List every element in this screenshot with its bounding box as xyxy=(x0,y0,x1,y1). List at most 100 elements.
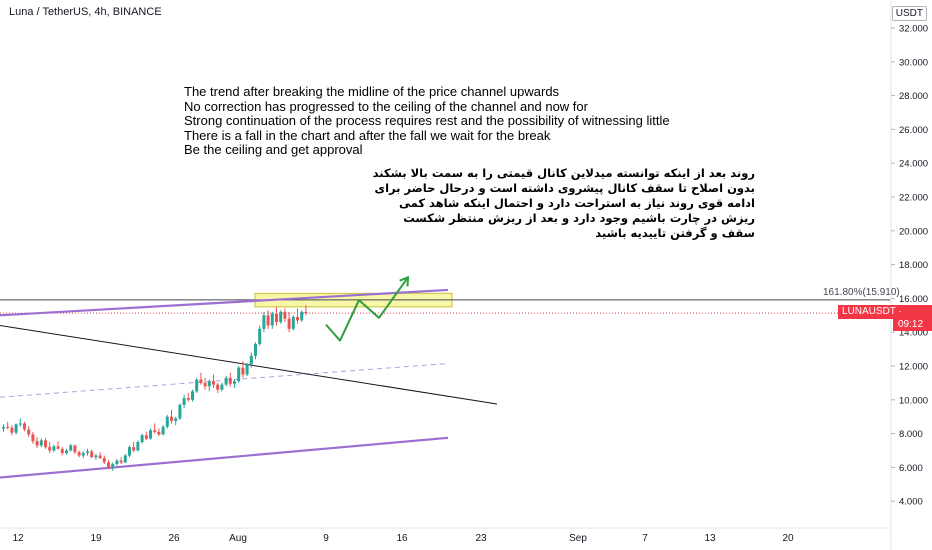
candle-body xyxy=(296,316,299,321)
candle-body xyxy=(224,377,228,385)
candle-body xyxy=(119,460,123,463)
candle-body xyxy=(107,462,110,468)
candle-body xyxy=(23,423,26,430)
x-tick-label: 26 xyxy=(168,533,180,544)
candle-body xyxy=(128,447,131,456)
candle-body xyxy=(56,446,60,449)
x-tick-label: 16 xyxy=(396,533,408,544)
persian-line: ریزش در چارت باشیم وجود دارد و بعد از ری… xyxy=(403,211,755,225)
price-axis: 32.000 30.000 28.000 26.000 24.000 22.000 20.0… xyxy=(890,0,928,550)
english-line: The trend after breaking the midline of … xyxy=(184,84,560,99)
persian-line: بدون اصلاح تا سقف کانال پیشروی داشته است… xyxy=(374,181,755,195)
candle-body xyxy=(182,398,186,405)
candle-body xyxy=(237,367,241,382)
candle-body xyxy=(304,311,308,314)
english-line: There is a fall in the chart and after t… xyxy=(184,127,551,143)
x-tick-label: Sep xyxy=(569,533,587,544)
candle-body xyxy=(161,426,165,435)
candle-body xyxy=(287,318,291,329)
candle-body xyxy=(52,446,56,451)
candle-body xyxy=(207,381,211,387)
candle-body xyxy=(279,311,283,323)
candle-body xyxy=(123,455,127,463)
candle-body xyxy=(140,435,144,443)
candle-body xyxy=(191,391,194,400)
candle-body xyxy=(220,384,224,390)
y-tick-label: 30.000 xyxy=(899,57,928,68)
english-annotation: The trend after breaking the midline of … xyxy=(184,84,670,158)
y-tick-label: 24.000 xyxy=(899,159,928,170)
x-tick-label: 23 xyxy=(475,533,487,544)
channel-midline xyxy=(0,362,449,398)
y-tick-label: 26.000 xyxy=(899,125,928,136)
candle-body xyxy=(258,328,262,345)
persian-line: ادامه قوی روند نیاز به استراحت دارد و اح… xyxy=(398,196,755,210)
x-tick-label: 12 xyxy=(12,533,24,544)
y-tick-label: 8.000 xyxy=(899,429,923,440)
candle-body xyxy=(291,316,295,329)
drawings xyxy=(0,275,890,479)
y-tick-label: 22.000 xyxy=(899,193,928,204)
candle-body xyxy=(300,311,304,321)
candle-body xyxy=(245,364,249,375)
candles xyxy=(2,305,308,471)
candle-body xyxy=(266,315,270,326)
candle-body xyxy=(144,435,148,439)
candle-body xyxy=(165,416,169,427)
y-tick-label: 18.000 xyxy=(899,260,928,271)
candle-body xyxy=(136,442,140,451)
channel-lower-line xyxy=(0,436,449,479)
persian-annotation: روند بعد از اینکه توانسته میدلاین کانال … xyxy=(372,166,755,241)
candle-body xyxy=(199,379,203,383)
candle-body xyxy=(10,427,14,433)
y-tick-label: 4.000 xyxy=(899,497,923,508)
candle-body xyxy=(44,440,47,448)
candle-body xyxy=(254,344,257,356)
candle-body xyxy=(212,381,215,385)
y-tick-label: 32.000 xyxy=(899,24,928,35)
candle-body xyxy=(178,404,182,419)
candle-body xyxy=(69,445,73,451)
english-line: Be the ceiling and get approval xyxy=(184,142,363,157)
x-tick-label: 9 xyxy=(323,533,329,544)
candle-body xyxy=(27,429,31,435)
x-tick-label: 13 xyxy=(704,533,716,544)
y-tick-label: 16.000 xyxy=(899,294,928,305)
time-axis: 12 19 26 Aug 9 16 23 Sep 7 13 20 xyxy=(0,527,890,544)
candle-body xyxy=(94,455,98,458)
projection-arrowhead xyxy=(399,275,410,287)
candle-body xyxy=(98,455,102,459)
currency-button[interactable]: USDT xyxy=(891,6,927,21)
candle-body xyxy=(86,451,89,454)
candle-body xyxy=(35,441,39,446)
candle-body xyxy=(216,384,220,390)
candle-body xyxy=(233,381,236,384)
english-line: No correction has progressed to the ceil… xyxy=(184,98,588,114)
y-tick-label: 12.000 xyxy=(899,362,928,373)
candle-body xyxy=(283,311,287,319)
candle-body xyxy=(132,447,136,451)
candle-body xyxy=(270,313,274,326)
candle-body xyxy=(186,398,190,400)
candle-body xyxy=(60,448,64,454)
candle-body xyxy=(31,434,35,442)
candle-body xyxy=(2,426,5,429)
bar-countdown: 09:12 xyxy=(893,319,932,331)
projection-path xyxy=(325,276,409,342)
y-tick-label: 28.000 xyxy=(899,91,928,102)
candle-body xyxy=(275,313,278,323)
persian-line: روند بعد از اینکه توانسته میدلاین کانال … xyxy=(372,166,755,180)
candle-body xyxy=(90,451,94,458)
candle-body xyxy=(39,440,43,446)
candle-body xyxy=(157,431,161,435)
y-tick-label: 10.000 xyxy=(899,395,928,406)
channel-upper-line xyxy=(0,288,449,317)
y-tick-label: 6.000 xyxy=(899,463,923,474)
x-tick-label: 19 xyxy=(90,533,102,544)
candle-body xyxy=(102,458,106,463)
x-tick-label: 7 xyxy=(642,533,648,544)
english-line: Strong continuation of the process requi… xyxy=(184,113,670,128)
candle-body xyxy=(48,447,52,451)
candle-body xyxy=(228,377,232,384)
